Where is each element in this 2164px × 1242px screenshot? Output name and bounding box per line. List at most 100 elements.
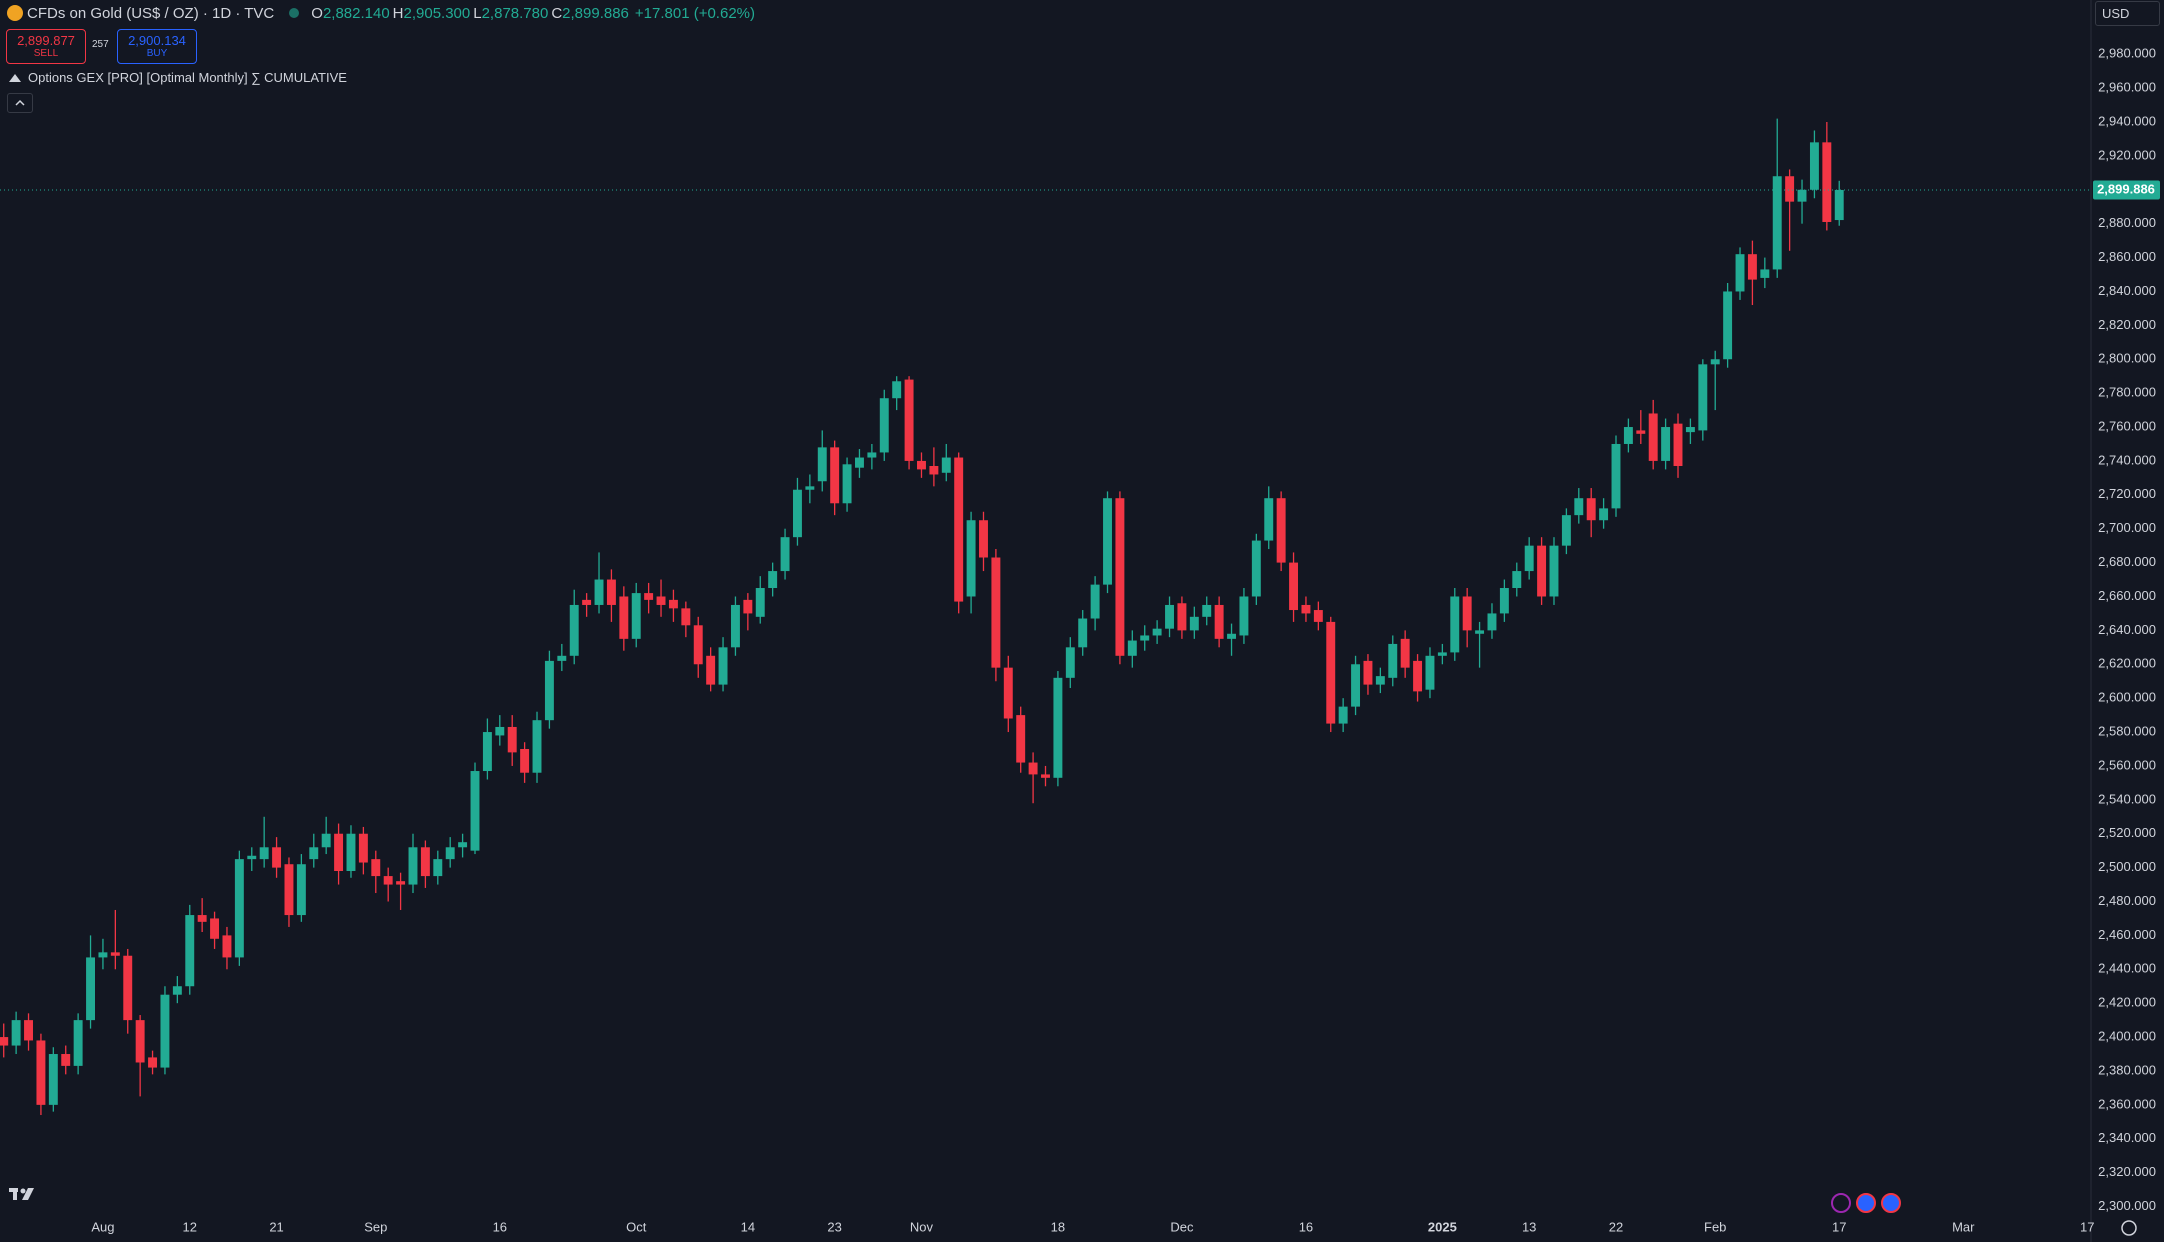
candle-body [1834,189,1844,221]
candle-body [1462,596,1472,631]
ohlc-value: 2,882.140 [322,4,390,22]
candle-body [668,599,678,609]
candle-body [1772,176,1782,270]
y-tick-label: 2,720.000 [2098,486,2156,501]
buy-button[interactable]: 2,900.134 BUY [117,29,197,64]
candle-body [495,726,505,736]
candle-body [966,520,976,597]
candle-body [445,847,455,860]
candle-body [1723,291,1733,360]
currency: USD [2102,6,2130,21]
ohlc-value: 2,905.300 [403,4,471,22]
candle-body [222,935,232,958]
y-tick-label: 2,780.000 [2098,385,2156,400]
candle-body [172,986,182,995]
candle-body [1165,604,1174,629]
last-price-box [2093,180,2160,200]
candle-body [86,957,96,1021]
settings-icon[interactable] [2121,1220,2137,1236]
x-tick-label: 17 [2080,1219,2094,1234]
sell-button[interactable]: 2,899.877 SELL [6,29,86,64]
y-tick-label: 2,580.000 [2098,723,2156,738]
y-tick-label: 2,440.000 [2098,961,2156,976]
candle-body [1537,545,1547,597]
candle-body [284,864,294,916]
candle-body [1400,638,1410,668]
y-tick-label: 2,760.000 [2098,418,2156,433]
x-tick-label: 23 [827,1219,841,1234]
currency-button[interactable]: USD [2095,1,2160,26]
chevron [15,99,25,106]
candle-body [544,660,554,721]
candle-body [0,1037,9,1046]
candle-body [557,655,567,661]
candle-body [1326,621,1336,724]
y-tick-label: 2,520.000 [2098,825,2156,840]
y-tick-label: 2,600.000 [2098,690,2156,705]
candle-body [1003,667,1013,719]
y-tick-label: 2,540.000 [2098,791,2156,806]
candle-body [644,593,654,600]
x-tick-label: 2025 [1428,1219,1457,1234]
candle-body [1338,706,1348,724]
candle-body [1710,359,1720,365]
candle-body [1028,762,1038,775]
candle-body [1375,676,1385,685]
x-tick-label: 22 [1609,1219,1623,1234]
event-icons[interactable] [1831,1193,1901,1213]
candle-body [855,457,864,468]
y-tick-label: 2,860.000 [2098,249,2156,264]
candle-body [780,537,790,572]
y-tick-label: 2,420.000 [2098,995,2156,1010]
candle-body [631,593,641,639]
candle-body [135,1020,145,1063]
y-tick-label: 2,560.000 [2098,757,2156,772]
candle-body [321,833,331,848]
candle-body [1090,584,1100,619]
symbol-header: CFDs on Gold (US$ / OZ) · 1D · TVC O2,88… [6,3,755,23]
y-tick-label: 2,800.000 [2098,351,2156,366]
y-tick-label: 2,840.000 [2098,283,2156,298]
y-tick-label: 2,660.000 [2098,588,2156,603]
y-tick-label: 2,320.000 [2098,1164,2156,1179]
candle-body [272,847,282,868]
x-tick-label: Oct [626,1219,647,1234]
y-tick-label: 2,340.000 [2098,1130,2156,1145]
candle-body [842,464,852,504]
candle-body [1140,635,1150,641]
candle-body [383,876,393,885]
y-tick-label: 2,400.000 [2098,1029,2156,1044]
symbol-icon [7,5,23,21]
x-tick-label: Nov [910,1219,934,1234]
candle-body [1239,596,1249,636]
candle-body [123,955,133,1021]
indicator-row: Options GEX [PRO] [Optimal Monthly] ∑ CU… [8,70,347,85]
symbol-title[interactable]: CFDs on Gold (US$ / OZ) · 1D · TVC [27,4,275,22]
candle-body [1673,423,1683,467]
candle-body [1351,664,1361,707]
candle-body [346,833,356,872]
candle-body [892,381,902,399]
tradingview-logo [9,1188,34,1200]
indicator-title[interactable]: Options GEX [PRO] [Optimal Monthly] ∑ CU… [28,70,347,85]
candle-body [706,655,716,685]
x-tick-label: 17 [1832,1219,1846,1234]
candle-body [520,748,530,773]
candle-body [1512,571,1522,589]
candle-body [1264,498,1274,541]
candle-body [358,833,368,863]
candle-body [594,579,604,605]
candle-body [755,588,765,617]
candle-body [24,1020,33,1041]
candle-body [36,1040,46,1105]
ohlc-key: C [551,4,563,22]
collapse-button[interactable] [7,93,33,113]
candle-body [1524,545,1534,572]
candle-body [1760,269,1770,278]
candle-body [1549,545,1559,597]
candle-body [1152,628,1162,636]
candle-body [792,489,802,538]
candle-body [507,726,517,753]
candle-body [1103,498,1112,585]
